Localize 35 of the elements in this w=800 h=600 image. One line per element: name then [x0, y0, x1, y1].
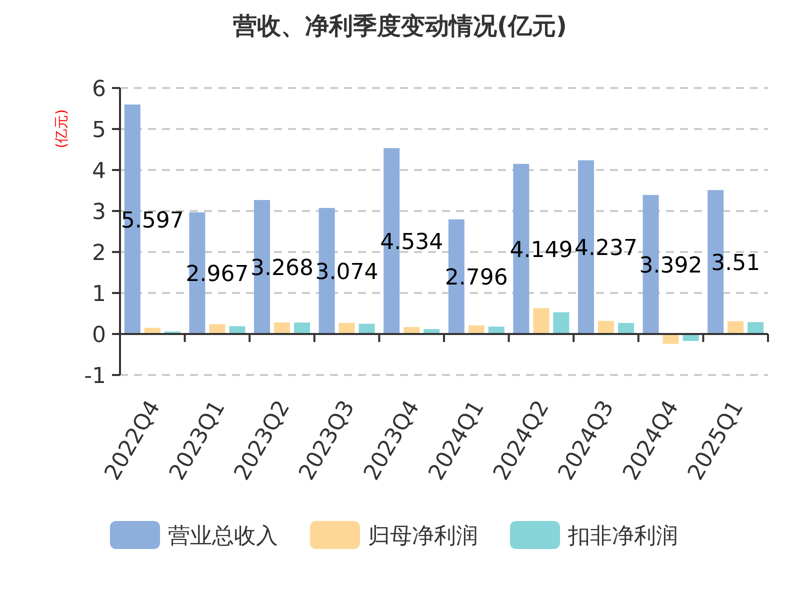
y-tick-label: 5 — [92, 118, 106, 143]
data-label: 4.237 — [574, 236, 638, 262]
data-label: 3.074 — [315, 260, 378, 285]
bar — [338, 322, 355, 334]
data-label: 4.149 — [510, 238, 573, 263]
bar — [728, 321, 744, 334]
bar — [294, 322, 310, 334]
bar — [533, 308, 550, 334]
data-label: 3.268 — [250, 256, 314, 282]
bar — [274, 322, 290, 334]
bar — [598, 320, 614, 334]
data-label: 2.967 — [186, 262, 249, 288]
legend-label: 营业总收入 — [168, 524, 278, 549]
data-label: 4.534 — [380, 230, 444, 256]
bar — [618, 322, 634, 334]
data-label: 3.392 — [639, 253, 702, 278]
data-label: 2.796 — [444, 266, 508, 291]
y-tick-label: 6 — [92, 77, 106, 102]
data-label: 3.51 — [711, 251, 760, 276]
y-tick-label: 0 — [92, 323, 106, 348]
data-label: 5.597 — [120, 208, 184, 234]
legend-label: 扣非净利润 — [567, 524, 678, 549]
chart-title: 营收、净利季度变动情况(亿元) — [232, 12, 567, 40]
bar — [229, 326, 246, 334]
legend-label: 归母净利润 — [368, 524, 478, 549]
y-tick-label: 2 — [92, 241, 106, 266]
bar — [748, 322, 764, 334]
y-tick-label: 4 — [92, 159, 106, 184]
bar — [209, 324, 226, 334]
bar — [662, 334, 679, 344]
y-tick-label: 3 — [92, 200, 106, 225]
y-axis-title: (亿元) — [54, 109, 70, 148]
bar — [553, 312, 570, 334]
y-tick-label: 1 — [92, 282, 106, 307]
y-tick-label: -1 — [84, 364, 106, 389]
